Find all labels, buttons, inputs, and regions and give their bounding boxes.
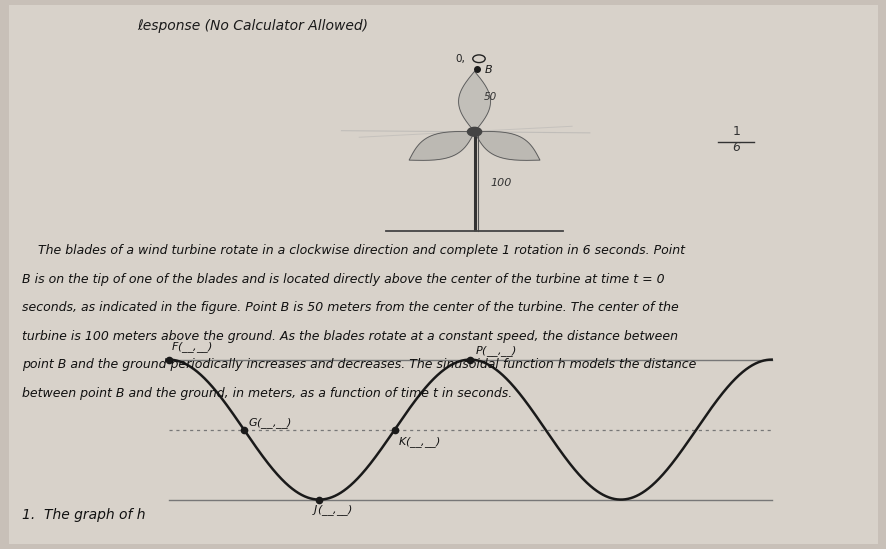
Text: turbine is 100 meters above the ground. As the blades rotate at a constant speed: turbine is 100 meters above the ground. …: [22, 330, 678, 343]
Circle shape: [467, 127, 481, 136]
Text: 100: 100: [490, 178, 511, 188]
Text: $K$(__,__): $K$(__,__): [398, 435, 440, 450]
Text: $G$(__,__): $G$(__,__): [248, 416, 292, 431]
Text: The blades of a wind turbine rotate in a clockwise direction and complete 1 rota: The blades of a wind turbine rotate in a…: [22, 244, 684, 257]
Text: 0,: 0,: [455, 54, 464, 64]
Text: 50: 50: [483, 92, 496, 102]
Text: B is on the tip of one of the blades and is located directly above the center of: B is on the tip of one of the blades and…: [22, 273, 664, 286]
FancyBboxPatch shape: [9, 5, 877, 544]
Text: 1: 1: [732, 125, 739, 137]
Text: ℓesponse (No Calculator Allowed): ℓesponse (No Calculator Allowed): [137, 19, 368, 33]
Text: $F$(__,__): $F$(__,__): [171, 340, 213, 355]
Polygon shape: [474, 132, 540, 160]
Polygon shape: [458, 71, 490, 132]
Text: point B and the ground periodically increases and decreases. The sinusoidal func: point B and the ground periodically incr…: [22, 358, 696, 372]
Text: $P$(__,__): $P$(__,__): [474, 344, 516, 359]
Text: 1.  The graph of h: 1. The graph of h: [22, 508, 145, 522]
Text: B: B: [484, 65, 492, 75]
Text: between point B and the ground, in meters, as a function of time t in seconds.: between point B and the ground, in meter…: [22, 387, 512, 400]
Polygon shape: [408, 132, 474, 160]
Text: 6: 6: [731, 141, 740, 154]
Text: $J$(__,__): $J$(__,__): [312, 503, 353, 518]
Text: seconds, as indicated in the figure. Point B is 50 meters from the center of the: seconds, as indicated in the figure. Poi…: [22, 301, 678, 315]
